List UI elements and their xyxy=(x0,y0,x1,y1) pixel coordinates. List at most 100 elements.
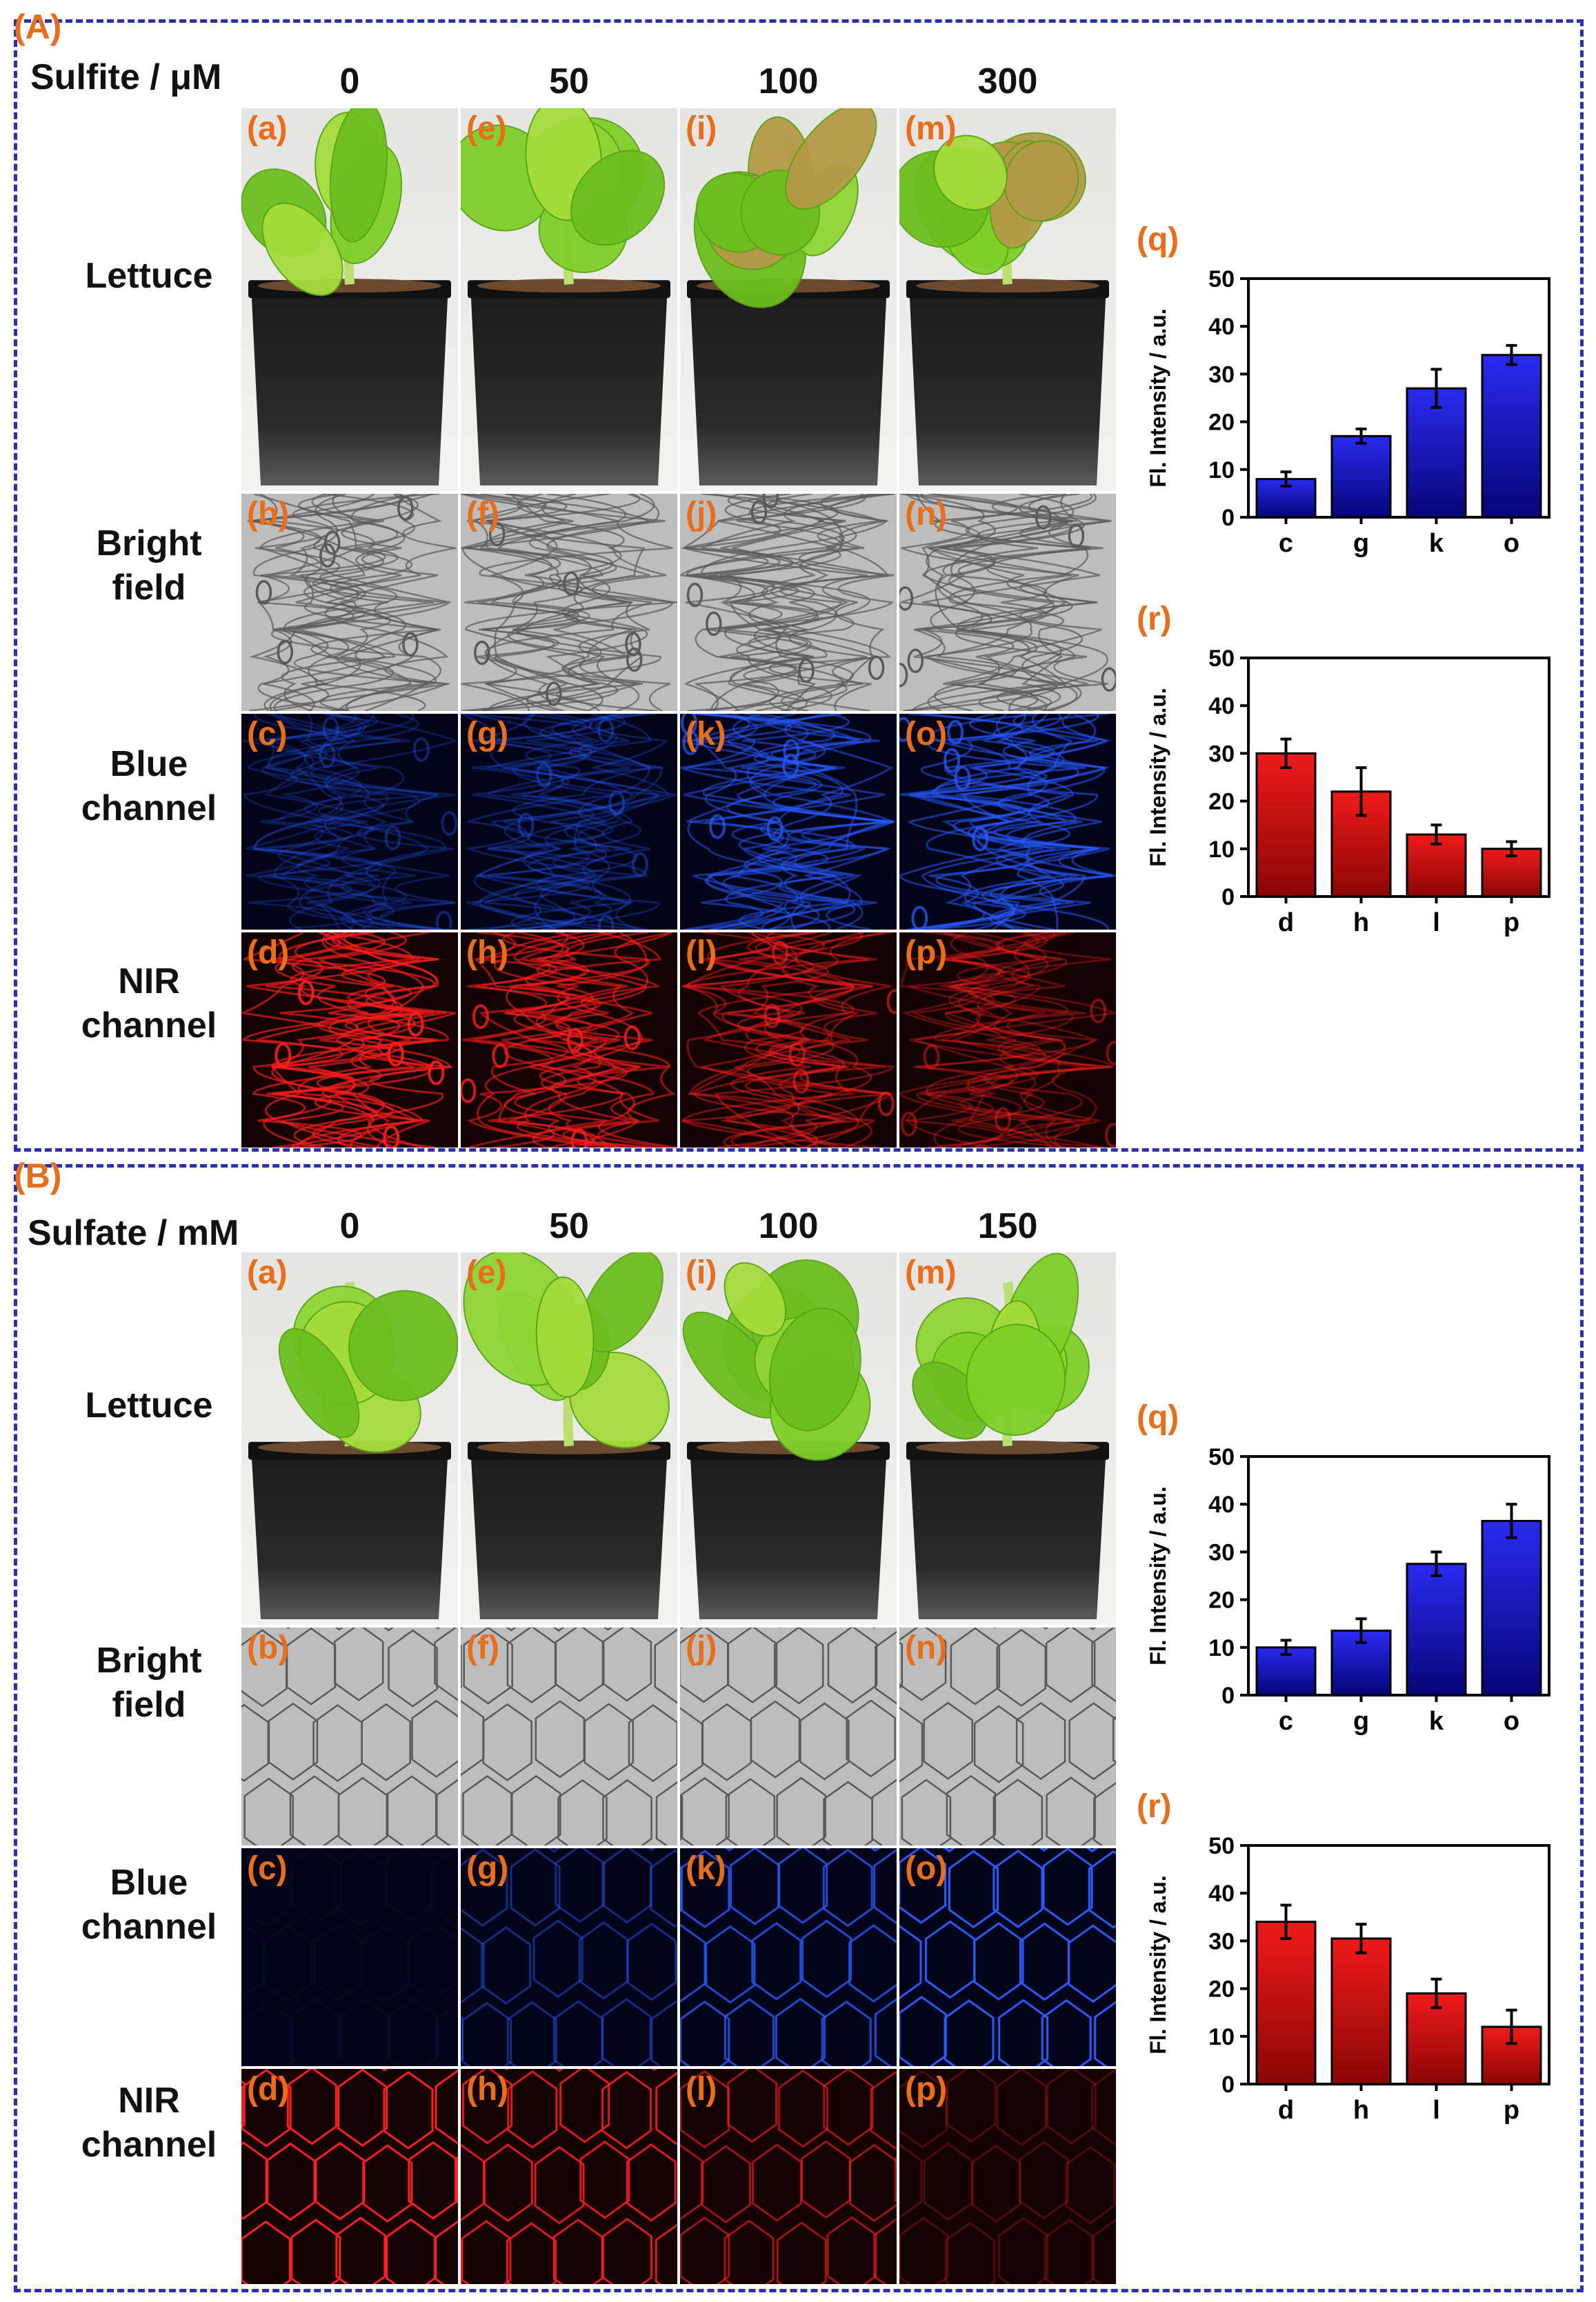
subpanel-letter: (a) xyxy=(247,110,288,147)
cell-pattern-icon xyxy=(680,714,897,930)
blue-channel-image: (g) xyxy=(461,714,677,930)
subpanel-letter: (n) xyxy=(905,1630,948,1666)
cell-pattern-icon xyxy=(461,714,677,930)
plant-photo: (m) xyxy=(899,108,1116,491)
subpanel-letter: (o) xyxy=(905,716,948,752)
y-tick-label: 0 xyxy=(1221,2072,1235,2098)
cell-pattern-icon xyxy=(680,1848,897,2066)
plant-photo: (e) xyxy=(461,108,677,491)
y-axis-label: Fl. Intensity / a.u. xyxy=(1146,688,1170,867)
pot-icon xyxy=(909,1445,1106,1619)
bar xyxy=(1330,434,1392,519)
nir-channel-image: (p) xyxy=(899,2069,1116,2284)
subpanel-letter: (p) xyxy=(905,2071,948,2108)
plot-frame xyxy=(1247,277,1550,519)
subpanel-letter: (m) xyxy=(905,1254,957,1291)
row-label-line: Lettuce xyxy=(85,1385,213,1425)
subpanel-letter: (h) xyxy=(466,2071,509,2108)
row-label-line: field xyxy=(112,568,186,608)
y-tick-label: 10 xyxy=(1208,837,1235,863)
cell-pattern-icon xyxy=(461,494,677,711)
y-tick-label: 50 xyxy=(1208,269,1235,292)
cell-pattern-icon xyxy=(241,1628,458,1845)
y-tick-label: 0 xyxy=(1221,884,1235,910)
lettuce-leaves-icon xyxy=(899,132,1086,285)
lettuce-leaves-icon xyxy=(278,1281,458,1453)
row-label-line: Blue xyxy=(110,744,188,784)
brightfield-image: (j) xyxy=(680,1628,897,1845)
subpanel-letter: (c) xyxy=(247,1850,288,1887)
subpanel-letter: (m) xyxy=(905,110,957,147)
y-tick-label: 50 xyxy=(1208,1836,1235,1859)
subpanel-letter: (e) xyxy=(466,110,507,147)
nir-channel-image: (l) xyxy=(680,932,897,1148)
subpanel-letter: (h) xyxy=(466,934,509,971)
panel-b-concentration-header: Sulfate / mM xyxy=(28,1213,239,1253)
blue-channel-image: (g) xyxy=(461,1848,677,2066)
row-label-line: NIR xyxy=(118,2081,180,2121)
x-tick-label: c xyxy=(1279,529,1293,558)
x-tick-label: l xyxy=(1433,2096,1440,2125)
row-label: Lettuce xyxy=(46,1383,252,1428)
nir-channel-image: (p) xyxy=(899,932,1116,1148)
subpanel-letter: (d) xyxy=(247,934,290,971)
subpanel-letter: (c) xyxy=(247,716,288,752)
brightfield-image: (b) xyxy=(241,494,458,711)
bar xyxy=(1255,752,1317,898)
subpanel-letter: (o) xyxy=(905,1850,948,1887)
bar xyxy=(1330,1937,1392,2085)
pot-icon xyxy=(470,284,668,486)
cell-pattern-icon xyxy=(899,2069,1116,2284)
bar xyxy=(1406,387,1467,519)
row-label: Blue channel xyxy=(46,1861,252,1949)
bar xyxy=(1481,354,1542,519)
panel-a-label: (A) xyxy=(14,8,62,46)
subpanel-letter: (e) xyxy=(466,1254,507,1291)
bar-chart: (r) 0 10 20 30 40 50 Fl. Intensity / a.u. d h l p xyxy=(1131,1788,1559,2139)
y-tick-label: 0 xyxy=(1221,1683,1235,1709)
x-tick-label: k xyxy=(1429,529,1444,558)
cell-pattern-icon xyxy=(899,932,1116,1148)
concentration-label: 100 xyxy=(758,61,819,101)
subpanel-letter: (j) xyxy=(686,1630,717,1666)
x-tick-label: o xyxy=(1504,529,1519,558)
y-tick-label: 40 xyxy=(1208,1492,1235,1518)
cell-pattern-icon xyxy=(681,932,897,1148)
nir-channel-image: (h) xyxy=(461,932,677,1148)
concentration-label: 150 xyxy=(977,1206,1038,1246)
chart-panel-label: (r) xyxy=(1137,1788,1172,1825)
x-tick-label: d xyxy=(1278,908,1294,937)
subpanel-letter: (l) xyxy=(686,2071,717,2108)
blue-channel-image: (o) xyxy=(899,714,1116,930)
row-label: NIR channel xyxy=(46,959,252,1048)
subpanel-letter: (i) xyxy=(686,110,717,147)
brightfield-image: (f) xyxy=(461,494,677,711)
x-tick-label: k xyxy=(1429,1707,1444,1736)
y-tick-label: 50 xyxy=(1208,1447,1235,1470)
bar xyxy=(1255,1646,1317,1697)
row-label-line: channel xyxy=(81,1907,217,1947)
row-label-line: NIR xyxy=(118,961,180,1001)
y-axis-label: Fl. Intensity / a.u. xyxy=(1146,308,1170,488)
cell-pattern-icon xyxy=(461,932,677,1148)
row-label-line: channel xyxy=(81,2125,217,2165)
concentration-label: 100 xyxy=(758,1206,819,1246)
row-label: Bright field xyxy=(46,521,252,610)
blue-channel-image: (k) xyxy=(680,1848,897,2066)
cell-pattern-icon xyxy=(247,494,457,711)
nir-channel-image: (l) xyxy=(680,2069,897,2284)
lettuce-leaves-icon xyxy=(463,1252,670,1449)
cell-pattern-icon xyxy=(241,714,458,930)
pot-icon xyxy=(690,284,887,486)
blue-channel-image: (c) xyxy=(241,1848,458,2066)
x-tick-label: c xyxy=(1279,1707,1293,1736)
x-tick-label: h xyxy=(1353,2096,1369,2125)
row-label: Lettuce xyxy=(46,254,252,298)
subpanel-letter: (i) xyxy=(686,1254,717,1291)
bar-chart: (q) 0 10 20 30 40 50 Fl. Intensity / a.u. c g k o xyxy=(1131,1399,1559,1750)
brightfield-image: (n) xyxy=(899,1628,1116,1845)
cell-pattern-icon xyxy=(461,1848,677,2066)
concentration-label: 0 xyxy=(339,1206,360,1246)
cell-pattern-icon xyxy=(241,2069,458,2284)
cell-pattern-icon xyxy=(241,932,456,1148)
